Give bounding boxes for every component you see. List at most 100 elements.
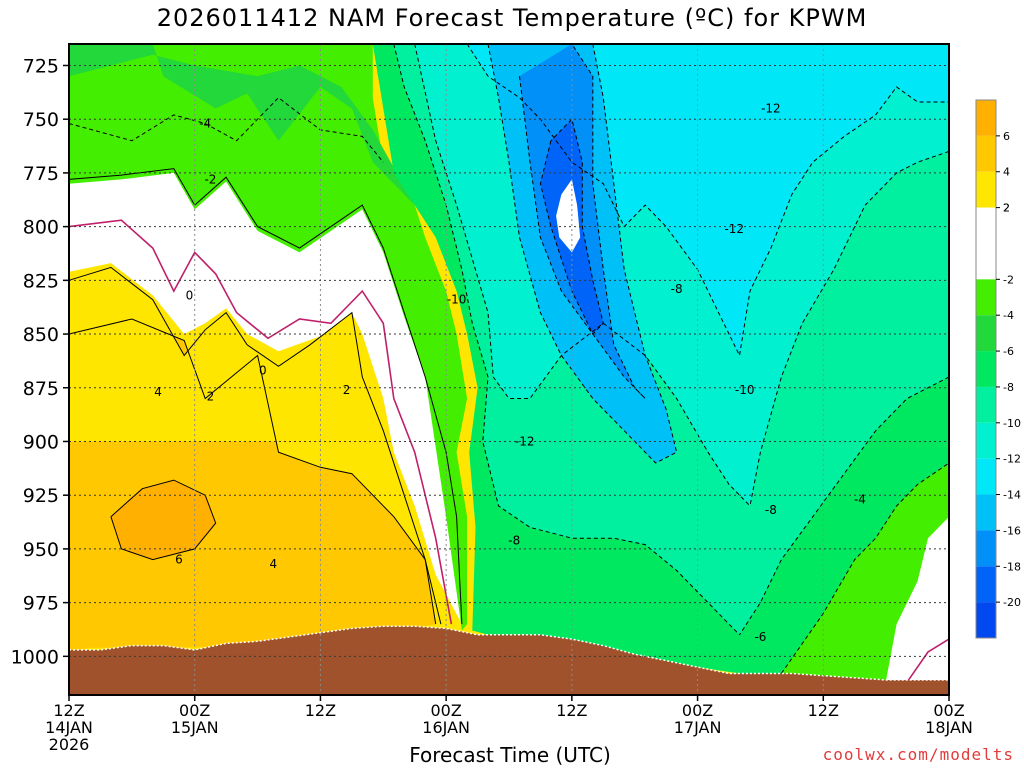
contour-2 <box>68 266 442 625</box>
contour-label-17: -4 <box>854 492 866 506</box>
y-tick-label-8: 925 <box>23 485 59 507</box>
contour-label-13: -12 <box>724 222 744 236</box>
contour-label-16: -8 <box>765 503 777 517</box>
colorbar-label-11: -16 <box>1003 524 1021 537</box>
x-tick-label-5-0: 00Z <box>682 701 713 720</box>
y-tick-label-1: 750 <box>23 109 59 131</box>
region-surface-white <box>886 516 949 680</box>
colorbar-label-6: -6 <box>1003 345 1014 358</box>
colorbar-label-8: -10 <box>1003 417 1021 430</box>
colorbar-swatch-12 <box>976 530 996 567</box>
region-0 <box>69 267 457 635</box>
colorbar-swatch-7 <box>976 351 996 387</box>
y-tick-label-6: 875 <box>23 378 59 400</box>
colorbar-label-10: -14 <box>1003 489 1021 502</box>
colorbar-label-4: -2 <box>1003 273 1014 286</box>
contour-label-14: -8 <box>671 282 683 296</box>
y-tick-label-3: 800 <box>23 217 59 239</box>
contour-neg6-east <box>780 462 950 674</box>
colorbar-label-9: -12 <box>1003 453 1021 466</box>
y-tick-label-2: 775 <box>23 163 59 185</box>
colorbar-swatch-3 <box>976 207 996 244</box>
x-tick-label-2-0: 12Z <box>305 701 336 720</box>
contour-label-11: -8 <box>508 533 520 547</box>
x-tick-label-3-1: 16JAN <box>422 718 470 737</box>
contour-0 <box>68 219 453 625</box>
colorbar-swatch-4 <box>976 243 996 280</box>
x-tick-label-1-1: 15JAN <box>171 718 219 737</box>
contour-label-4: 4 <box>154 385 162 399</box>
credit-link[interactable]: coolwx.com/modelts <box>822 745 1014 764</box>
colorbar-label-top: 2 <box>1003 202 1010 215</box>
contour-neg10-east <box>739 376 950 636</box>
colorbar-swatch-2 <box>976 171 996 208</box>
colorbar-swatch-10 <box>976 458 996 495</box>
contour-label-2: 0 <box>186 288 194 302</box>
colorbar-label-13: -20 <box>1003 596 1021 609</box>
x-tick-label-7-1: 18JAN <box>925 718 973 737</box>
contour-neg16 <box>519 43 646 399</box>
colorbar-label-0: 6 <box>1003 130 1010 143</box>
y-tick-label-5: 850 <box>23 324 59 346</box>
region-neg22 <box>556 179 581 253</box>
x-tick-label-0-1: 14JAN <box>45 718 93 737</box>
contour-neg18 <box>539 118 604 335</box>
y-tick-label-11: 1000 <box>11 646 59 668</box>
colorbar-swatch-13 <box>976 566 996 603</box>
colorbar-swatch-11 <box>976 494 996 531</box>
colorbar-swatch-9 <box>976 422 996 459</box>
colorbar-swatch-1 <box>976 135 996 172</box>
x-tick-label-0-0: 12Z <box>53 701 84 720</box>
contour-label-12: -12 <box>761 101 781 115</box>
colorbar-swatch-5 <box>976 279 996 316</box>
contour-label-10: -12 <box>515 434 535 448</box>
colorbar-label-5: -4 <box>1003 309 1014 322</box>
contour-label-0: -4 <box>199 116 211 130</box>
contour-4 <box>68 318 437 625</box>
colorbar-swatch-8 <box>976 386 996 423</box>
terrain-fill <box>69 626 949 695</box>
contour-neg12-east <box>749 150 950 506</box>
surface-line <box>69 625 949 681</box>
contour-label-9: -10 <box>447 293 467 307</box>
x-tick-label-5-1: 17JAN <box>674 718 722 737</box>
contour-label-18: -6 <box>754 630 766 644</box>
colorbar-label-12: -18 <box>1003 560 1021 573</box>
contour-label-5: 2 <box>207 389 215 403</box>
plot-frame <box>68 43 950 696</box>
colorbar-swatch-6 <box>976 315 996 352</box>
contour-label-6: 2 <box>343 383 351 397</box>
colorbar-frame <box>975 99 997 639</box>
x-tick-label-3-0: 00Z <box>430 701 461 720</box>
x-axis-label: Forecast Time (UTC) <box>409 743 611 767</box>
contour-label-7: 6 <box>175 553 183 567</box>
y-tick-label-0: 725 <box>23 55 59 77</box>
chart-title: 2026011412 NAM Forecast Temperature (ºC)… <box>156 4 868 32</box>
y-tick-label-4: 825 <box>23 270 59 292</box>
y-tick-label-9: 950 <box>23 539 59 561</box>
contour-6 <box>110 479 217 561</box>
y-tick-label-10: 975 <box>23 593 59 615</box>
colorbar-label-1: 4 <box>1003 166 1010 179</box>
contour-0-south <box>906 638 950 683</box>
contour-label-8: 4 <box>269 557 277 571</box>
x-tick-label-7-0: 00Z <box>933 701 964 720</box>
colorbar-swatch-0 <box>976 100 996 136</box>
region-neg2 <box>69 168 462 625</box>
region-6 <box>110 480 216 560</box>
y-tick-label-7: 900 <box>23 431 59 453</box>
contour-label-15: -10 <box>735 383 755 397</box>
colorbar-label-2: 2 <box>1003 202 1010 215</box>
colorbar-swatch-14 <box>976 602 996 638</box>
x-tick-label-6-0: 12Z <box>808 701 839 720</box>
x-tick-label-4-0: 12Z <box>556 701 587 720</box>
contour-label-3: 0 <box>259 364 267 378</box>
region-neg6 <box>69 44 415 206</box>
x-tick-label-1-0: 00Z <box>179 701 210 720</box>
contour-label-1: -2 <box>204 172 216 186</box>
region-neg4 <box>69 44 468 631</box>
colorbar-label-7: -8 <box>1003 381 1014 394</box>
x-tick-label-0-2: 2026 <box>49 735 90 754</box>
contour-neg4 <box>68 97 384 163</box>
